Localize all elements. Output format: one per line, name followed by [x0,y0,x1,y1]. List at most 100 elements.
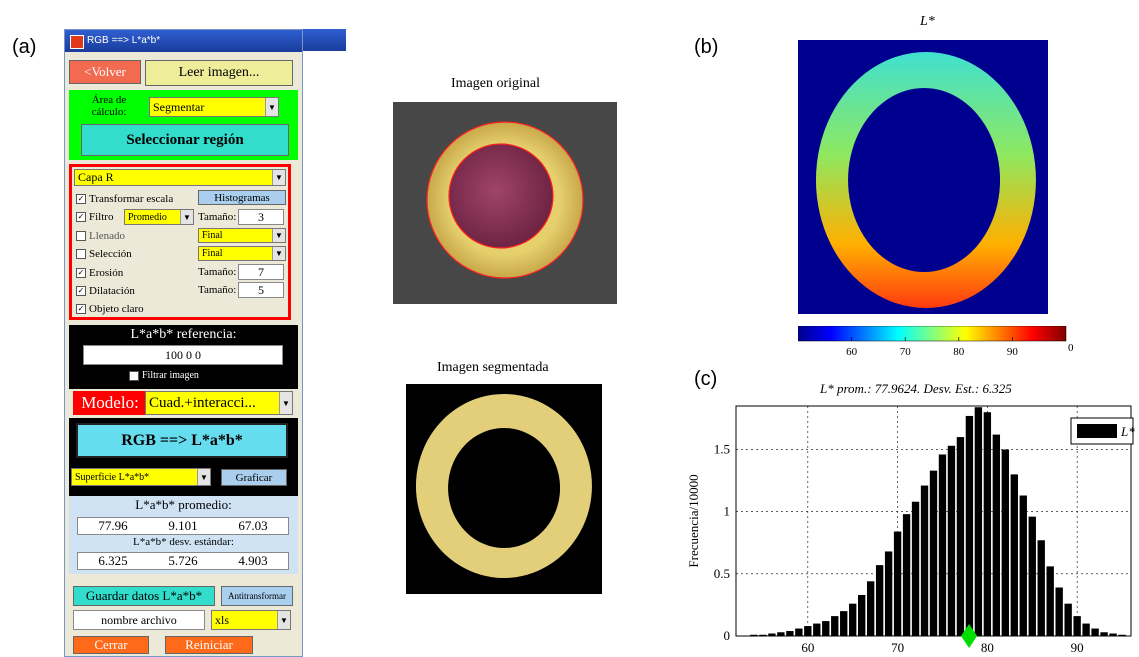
histogram-bar [759,634,767,636]
y-tick-label: 0.5 [714,566,730,581]
close-button[interactable]: Cerrar [73,636,149,654]
histogram-bar [840,611,848,636]
heatmap-plot [798,40,1048,314]
chevron-down-icon: ▼ [197,469,210,485]
model-select[interactable]: Cuad.+interacci... ▼ [145,391,293,415]
matlab-app-icon [70,35,84,49]
antitransform-button[interactable]: Antitransformar [221,586,293,606]
histogram-bar [902,514,911,636]
histogram-bar [849,603,857,636]
mean-a: 9.101 [168,518,198,533]
original-image-title: Imagen original [451,76,541,91]
std-values-field: 6.325 5.726 4.903 [77,552,289,570]
filename-field[interactable]: nombre archivo [73,610,205,630]
check-icon: ✓ [76,212,86,222]
colorbar: 60 70 80 90 0 [798,326,1074,358]
histogram-bar [884,551,893,636]
histogram-title: L* prom.: 77.9624. Desv. Est.: 6.325 [820,381,1012,396]
x-tick-label: 90 [1071,640,1084,655]
std-a: 5.726 [168,553,198,568]
selection-select[interactable]: Final ▼ [198,246,286,261]
erosion-size-field[interactable]: 7 [238,264,284,280]
read-image-button[interactable]: Leer imagen... [145,60,293,86]
std-label: L*a*b* desv. estándar: [132,536,234,548]
histogram-bar [920,485,929,636]
histogram-bar [956,437,965,636]
histogram-bar [795,628,803,636]
histogram-bar [1073,616,1081,636]
erosion-size-label: Tamaño: [198,266,237,278]
histogram-bar [1028,516,1036,636]
histogram-bar [1109,633,1117,636]
colorbar-tick-label: 80 [953,346,965,358]
mean-label: L*a*b* promedio: [135,497,232,512]
mean-b: 67.03 [238,518,268,533]
check-icon: ✓ [76,194,86,204]
legend-label: L* [1120,424,1135,439]
histogram-bar [866,581,875,636]
chevron-down-icon: ▼ [265,98,278,116]
histogram-bar [1046,566,1054,636]
processing-panel: Capa R ▼ ✓ Transformar escala Histogramas… [69,164,291,320]
calc-area-select-value: Segmentar [153,99,205,114]
histogram-bar [813,623,821,636]
convert-panel: RGB ==> L*a*b* Superficie L*a*b* ▼ Grafi… [69,418,298,500]
histogram-bar [822,621,830,636]
chevron-down-icon: ▼ [279,392,292,414]
dilation-checkbox[interactable]: ✓ Dilatación [76,285,135,297]
histogram-bar [1001,449,1009,636]
check-icon: ✓ [76,268,86,278]
layer-select[interactable]: Capa R ▼ [74,169,286,186]
filter-size-field[interactable]: 3 [238,209,284,225]
std-l: 6.325 [98,553,128,568]
back-button[interactable]: <Volver [69,60,141,84]
layer-select-value: Capa R [78,170,114,184]
transform-scale-checkbox[interactable]: ✓ Transformar escala [76,193,174,205]
histogram-bar [777,632,785,636]
histogram-bar [804,626,812,636]
save-data-button[interactable]: Guardar datos L*a*b* [73,586,215,606]
filter-image-checkbox[interactable]: Filtrar imagen [129,370,199,381]
histogram-bar [1091,628,1099,636]
legend-swatch [1077,424,1117,438]
filter-select[interactable]: Promedio ▼ [124,209,194,225]
x-tick-label: 60 [801,640,814,655]
surface-select-value: Superficie L*a*b* [75,471,150,483]
histogram-bar [1019,495,1027,636]
fill-checkbox[interactable]: Llenado [76,230,125,242]
window-titlebar[interactable]: RGB ==> L*a*b* [65,30,302,52]
window-titlebar-extension [301,29,346,51]
histogram-bar [1100,632,1108,636]
extension-select[interactable]: xls ▼ [211,610,291,630]
histogram-bar [911,501,920,636]
colorbar-tick-label: 90 [1007,346,1019,358]
histogram-bar [974,407,983,636]
original-image [393,102,617,304]
erosion-checkbox[interactable]: ✓ Erosión [76,267,124,279]
plot-button[interactable]: Graficar [221,469,287,486]
dilation-size-field[interactable]: 5 [238,282,284,298]
mean-marker-diamond [961,624,978,648]
calc-area-select[interactable]: Segmentar ▼ [149,97,279,117]
restart-button[interactable]: Reiniciar [165,636,253,654]
select-region-button[interactable]: Seleccionar región [81,124,289,156]
fill-select[interactable]: Final ▼ [198,228,286,243]
y-tick-label: 1.5 [714,442,730,457]
histogram-bar [929,470,938,636]
filter-checkbox[interactable]: ✓ Filtro [76,211,114,223]
dilation-size-label: Tamaño: [198,284,237,296]
light-object-checkbox[interactable]: ✓ Objeto claro [76,303,144,315]
histogram-bar [1055,587,1063,636]
chevron-down-icon: ▼ [277,611,290,629]
chevron-down-icon: ▼ [180,210,193,224]
convert-button[interactable]: RGB ==> L*a*b* [76,423,288,458]
rgb-to-lab-window: RGB ==> L*a*b* <Volver Leer imagen... Ár… [64,29,303,657]
model-label: Modelo: [73,391,147,415]
panel-label-b: (b) [694,36,719,58]
check-icon: ✓ [76,286,86,296]
calc-area-label: Área de cálculo: [91,94,127,118]
surface-select[interactable]: Superficie L*a*b* ▼ [71,468,211,486]
reference-field[interactable]: 100 0 0 [83,345,283,365]
selection-checkbox[interactable]: Selección [76,248,132,260]
histograms-button[interactable]: Histogramas [198,190,286,205]
